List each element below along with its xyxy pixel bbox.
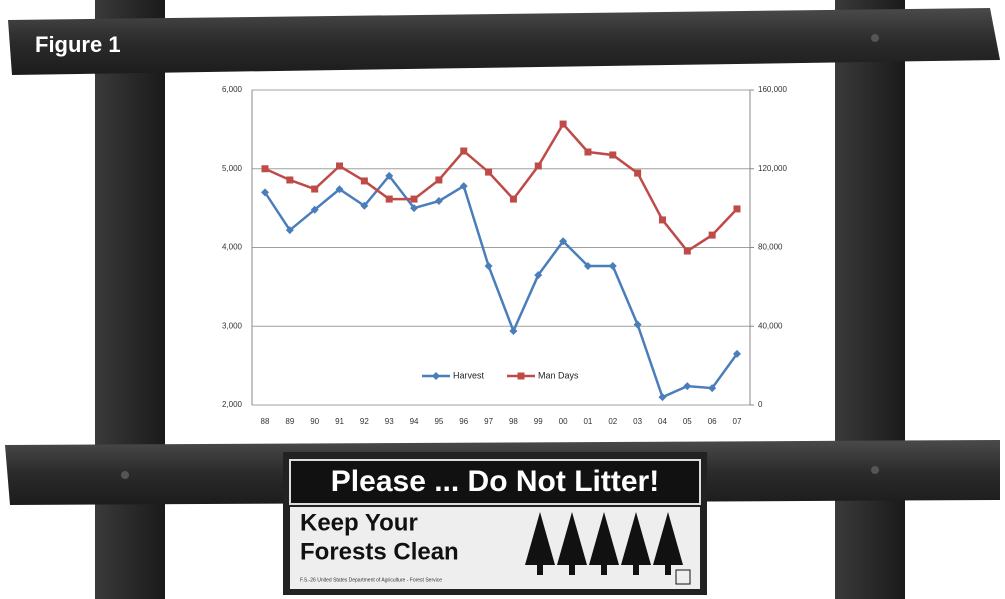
post	[835, 0, 905, 599]
marker	[411, 196, 418, 203]
legend-label: Harvest	[453, 370, 485, 380]
x-tick-label: 97	[484, 417, 493, 426]
legend-label: Man Days	[538, 370, 579, 380]
y2-tick-label: 0	[758, 400, 763, 409]
x-tick-label: 99	[534, 417, 543, 426]
marker	[286, 176, 293, 183]
marker	[659, 216, 666, 223]
marker	[485, 169, 492, 176]
x-tick-label: 95	[434, 417, 443, 426]
y-tick-label: 2,000	[222, 400, 243, 409]
x-tick-label: 98	[509, 417, 518, 426]
x-tick-label: 02	[608, 417, 617, 426]
x-tick-label: 89	[285, 417, 294, 426]
x-tick-label: 01	[583, 417, 592, 426]
x-tick-label: 91	[335, 417, 344, 426]
x-tick-label: 90	[310, 417, 319, 426]
sign-line: Keep Your	[300, 509, 418, 536]
marker	[684, 248, 691, 255]
marker	[560, 121, 567, 128]
x-tick-label: 94	[410, 417, 419, 426]
marker	[361, 177, 368, 184]
nail	[121, 471, 129, 479]
x-tick-label: 88	[261, 417, 270, 426]
y2-tick-label: 40,000	[758, 321, 783, 330]
marker	[435, 176, 442, 183]
chart-panel	[165, 75, 835, 440]
x-tick-label: 96	[459, 417, 468, 426]
y2-tick-label: 80,000	[758, 243, 783, 252]
x-tick-label: 07	[733, 417, 742, 426]
scene: Figure 1 2,000 3,000 4,000 5,000 6,000 0 40,00…	[0, 0, 1005, 599]
marker	[584, 149, 591, 156]
x-tick-label: 92	[360, 417, 369, 426]
marker	[634, 170, 641, 177]
y-tick-label: 4,000	[222, 243, 243, 252]
marker	[336, 162, 343, 169]
sign-line: Forests Clean	[300, 538, 459, 565]
marker	[734, 205, 741, 212]
nail	[871, 34, 879, 42]
page: Figure 1 2,000 3,000 4,000 5,000 6,000 0 40,00…	[0, 0, 1005, 599]
legend-marker	[518, 373, 525, 380]
sign-headline: Please ... Do Not Litter!	[331, 465, 659, 498]
nail	[871, 466, 879, 474]
y-tick-label: 5,000	[222, 164, 243, 173]
marker	[311, 186, 318, 193]
y-tick-label: 3,000	[222, 321, 243, 330]
x-tick-label: 03	[633, 417, 642, 426]
x-tick-label: 04	[658, 417, 667, 426]
marker	[460, 148, 467, 155]
marker	[609, 151, 616, 158]
x-tick-label: 06	[708, 417, 717, 426]
marker	[386, 196, 393, 203]
marker	[262, 165, 269, 172]
y2-tick-label: 120,000	[758, 164, 787, 173]
post	[95, 0, 165, 599]
y-tick-label: 6,000	[222, 85, 243, 94]
figure-label: Figure 1	[35, 32, 121, 57]
marker	[535, 162, 542, 169]
sign-fine-print: F.S.-26 United States Department of Agri…	[300, 577, 442, 583]
y2-tick-label: 160,000	[758, 85, 787, 94]
x-tick-label: 05	[683, 417, 692, 426]
marker	[510, 196, 517, 203]
marker	[709, 232, 716, 239]
x-tick-label: 00	[559, 417, 568, 426]
x-tick-label: 93	[385, 417, 394, 426]
